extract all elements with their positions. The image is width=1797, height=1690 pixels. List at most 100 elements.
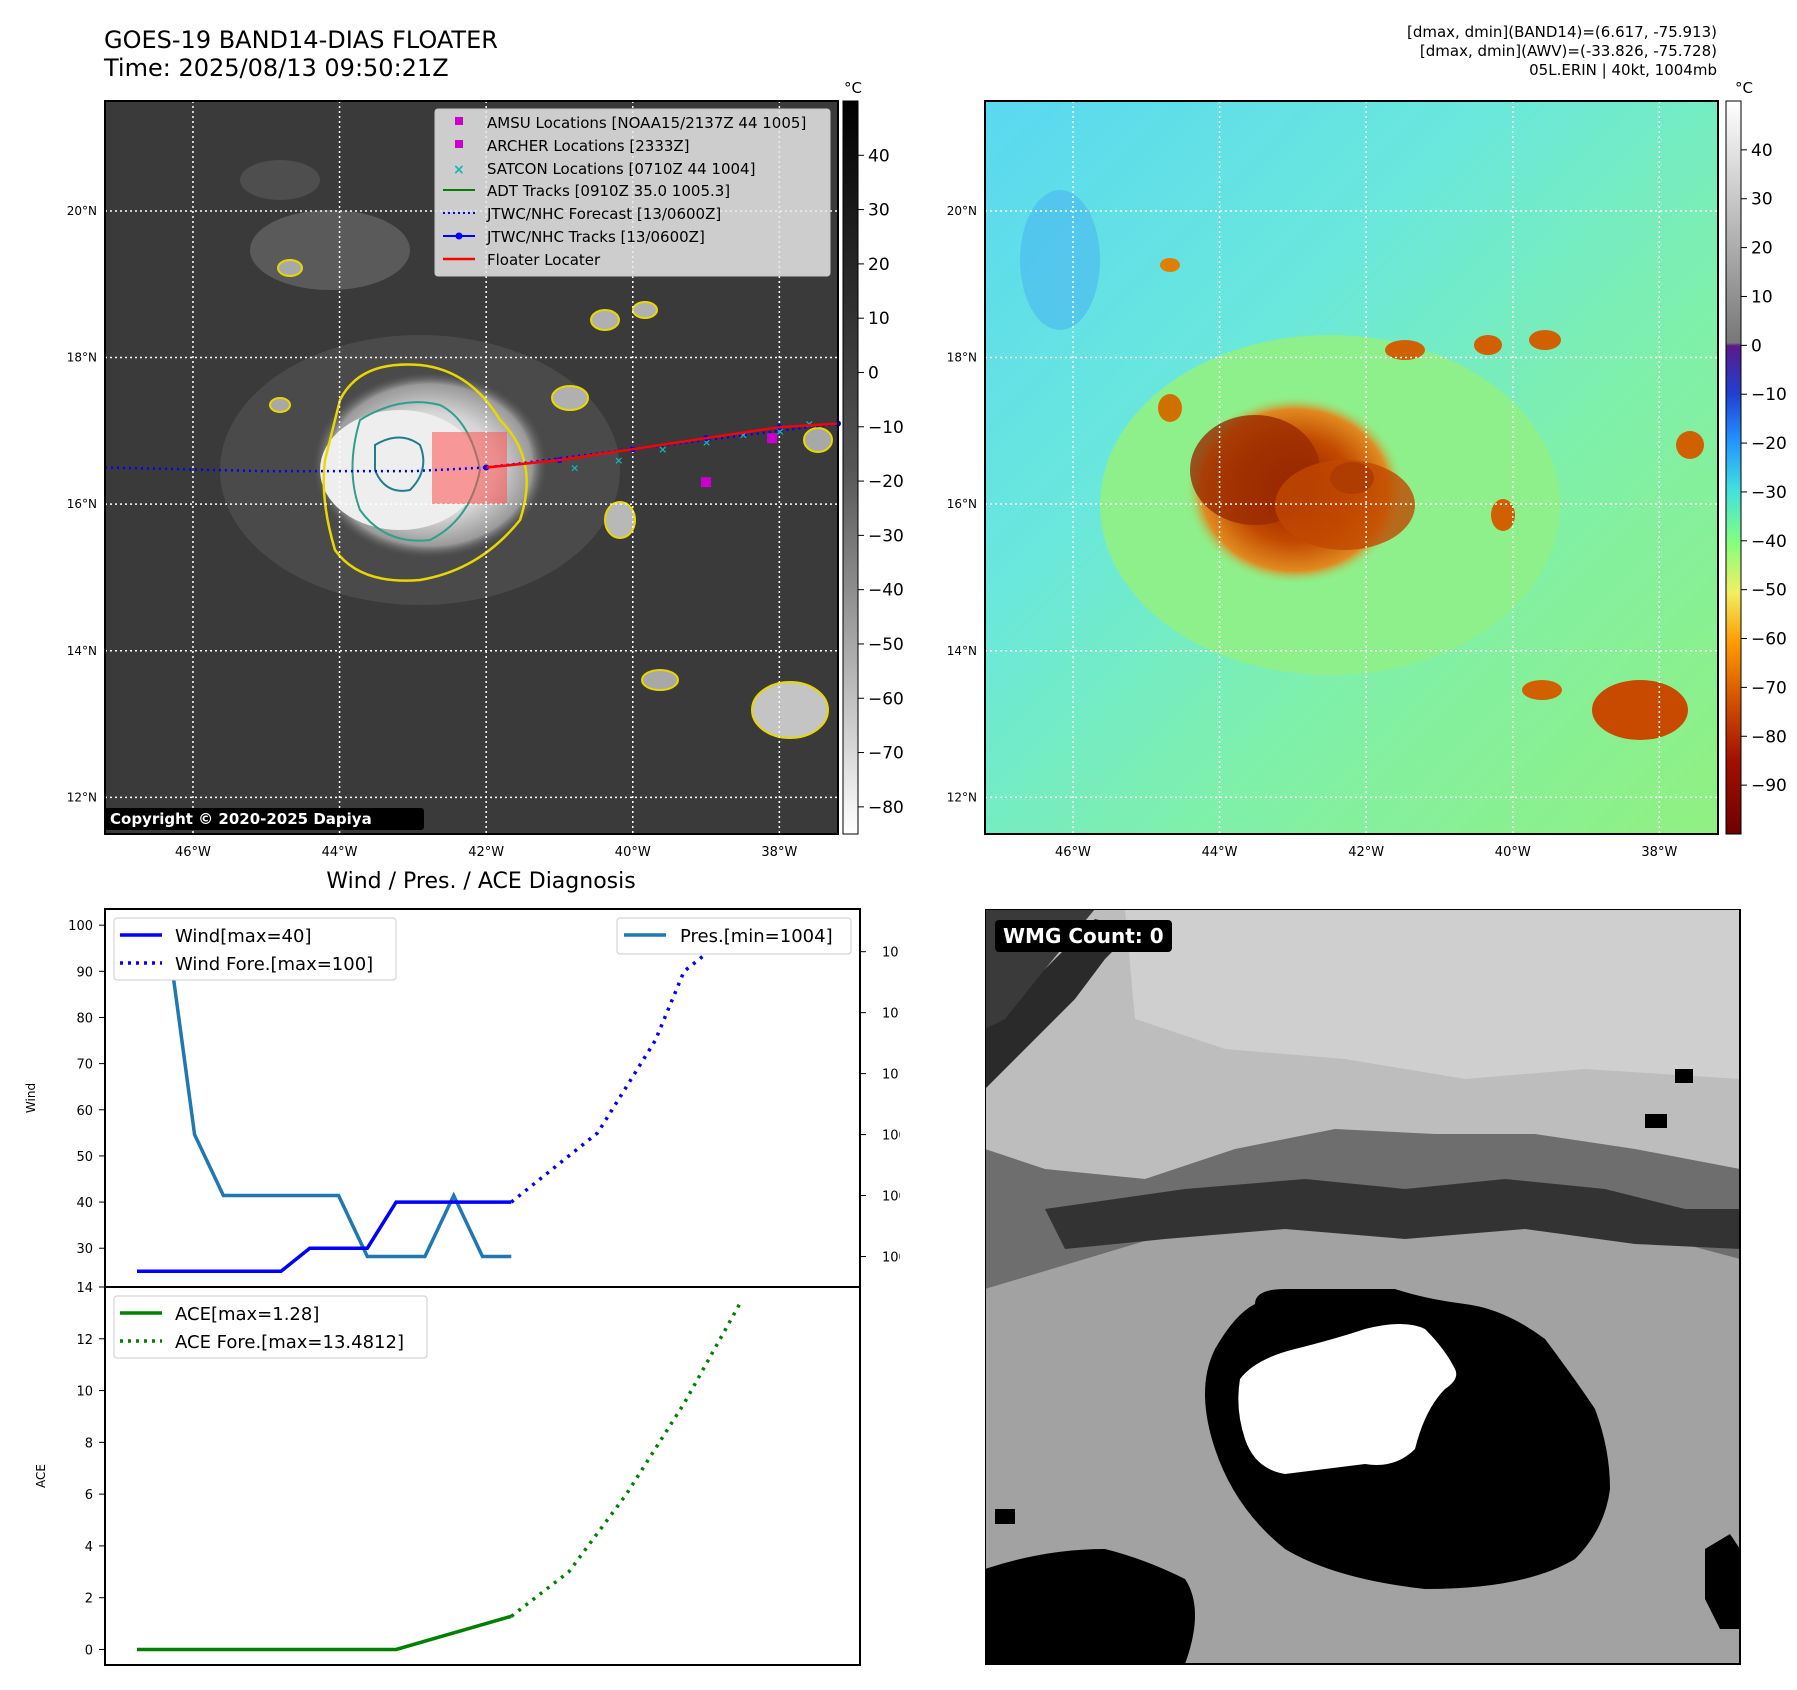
copyright-badge: Copyright © 2020-2025 Dapiya <box>104 808 424 830</box>
left-colorbar: °C 40 30 20 10 0 −10 −20 −30 −40 −50 −60 −70 −80 <box>842 79 904 835</box>
enhanced-lon-label: 46°W <box>1055 845 1091 860</box>
title-line-1: GOES-19 BAND14-DIAS FLOATER <box>104 26 498 54</box>
right-colorbar-tick-label: −80 <box>1751 727 1787 747</box>
ace-forecast-line <box>510 1299 744 1618</box>
left-colorbar-tick-label: −80 <box>868 798 904 818</box>
title-line-2: Time: 2025/08/13 09:50:21Z <box>104 54 449 82</box>
left-colorbar-tick-label: 10 <box>868 309 890 329</box>
legend-floater: Floater Locater <box>487 251 601 269</box>
ir-lat-label: 20°N <box>67 204 97 218</box>
storm-summary: 05L.ERIN | 40kt, 1004mb <box>1529 61 1717 79</box>
enhanced-map-overlay: 20°N 18°N 16°N 14°N 12°N 46°W 44°W 42°W 40°W 38°W <box>947 101 1718 860</box>
right-colorbar-tick-label: −70 <box>1751 678 1787 698</box>
left-colorbar-tick-label: 20 <box>868 255 890 275</box>
ir-lat-label: 14°N <box>67 644 97 658</box>
right-colorbar-unit: °C <box>1735 79 1753 97</box>
left-colorbar-tick-label: 40 <box>868 146 890 166</box>
wind-ytick-label: 30 <box>76 1242 93 1257</box>
floater-locater-line <box>486 422 839 469</box>
wind-ytick-label: 50 <box>76 1150 93 1165</box>
wind-ytick-label: 40 <box>76 1196 93 1211</box>
ir-lon-label: 46°W <box>175 845 211 860</box>
pressure-ytick-label: 1006 <box>882 1190 900 1205</box>
right-colorbar-tick-label: 30 <box>1751 190 1773 210</box>
left-colorbar-tick-label: 30 <box>868 201 890 221</box>
satcon-point: × <box>570 462 579 475</box>
ace-ytick-label: 4 <box>85 1540 93 1555</box>
ace-ytick-label: 10 <box>76 1385 93 1400</box>
ace-ytick-label: 0 <box>85 1643 93 1658</box>
legend-forecast: JTWC/NHC Forecast [13/0600Z] <box>486 205 721 223</box>
pressure-legend: Pres.[min=1004] <box>616 917 852 955</box>
enhanced-map <box>985 101 1718 834</box>
amsu-marker-icon <box>455 117 463 125</box>
legend-wind: Wind[max=40] <box>175 926 312 947</box>
legend-ace-fore: ACE Fore.[max=13.4812] <box>175 1332 404 1353</box>
pressure-ytick-label: 1008 <box>882 1129 900 1144</box>
ir-lat-label: 16°N <box>67 497 97 511</box>
wind-line <box>137 1200 512 1274</box>
left-colorbar-tick-label: −60 <box>868 689 904 709</box>
right-colorbar-tick-label: −40 <box>1751 532 1787 552</box>
right-colorbar: °C 40 30 20 10 0 −10 −20 −30 −40 −50 −60 −70 −80 −90 <box>1725 79 1787 835</box>
wmg-count-badge: WMG Count: 0 <box>995 920 1172 952</box>
legend-amsu: AMSU Locations [NOAA15/2137Z 44 1005] <box>487 114 806 132</box>
enhanced-map-frame <box>984 100 1719 835</box>
band14-range: [dmax, dmin](BAND14)=(6.617, -75.913) <box>1406 23 1717 41</box>
satcon-point: × <box>739 429 748 442</box>
satcon-point: × <box>614 454 623 467</box>
enhanced-lon-label: 44°W <box>1202 845 1238 860</box>
wind-legend: Wind[max=40] Wind Fore.[max=100] <box>113 917 397 981</box>
enhanced-lat-label: 12°N <box>947 790 977 804</box>
satcon-x-icon: × <box>453 162 465 178</box>
ace-ytick-label: 8 <box>85 1436 93 1451</box>
ace-ytick-label: 6 <box>85 1488 93 1503</box>
figure-title: GOES-19 BAND14-DIAS FLOATER Time: 2025/0… <box>104 26 498 82</box>
left-colorbar-tick-label: 0 <box>868 363 879 383</box>
enhanced-lon-label: 38°W <box>1641 845 1677 860</box>
legend-tracks: JTWC/NHC Tracks [13/0600Z] <box>486 228 705 246</box>
left-colorbar-tick-label: −70 <box>868 744 904 764</box>
right-colorbar-tick-label: −50 <box>1751 581 1787 601</box>
ace-ytick-label: 2 <box>85 1592 93 1607</box>
right-colorbar-tick-label: 0 <box>1751 336 1762 356</box>
left-colorbar-tick-label: −50 <box>868 635 904 655</box>
ir-map-panel: 20°N 18°N 16°N 14°N 12°N 46°W 44°W 42°W 40°W 38°W… <box>67 79 1787 860</box>
wind-ytick-label: 100 <box>68 919 93 934</box>
ace-axis-label: ACE <box>34 1464 48 1488</box>
legend-ace: ACE[max=1.28] <box>175 1304 319 1325</box>
enhanced-lat-label: 16°N <box>947 497 977 511</box>
right-colorbar-tick-label: 40 <box>1751 141 1773 161</box>
pressure-line <box>137 919 512 1259</box>
satcon-point: × <box>702 436 711 449</box>
ace-legend: ACE[max=1.28] ACE Fore.[max=13.4812] <box>113 1295 428 1359</box>
wind-ytick-label: 60 <box>76 1104 93 1119</box>
wind-axis-label: Wind <box>24 1083 38 1113</box>
amsu-point <box>767 433 778 444</box>
wind-ytick-label: 90 <box>76 965 93 980</box>
right-colorbar-tick-label: −20 <box>1751 434 1787 454</box>
left-colorbar-tick-label: −10 <box>868 418 904 438</box>
ace-ytick-label: 14 <box>76 1281 93 1296</box>
wmg-panel: WMG Count: 0 <box>985 909 1741 1665</box>
right-colorbar-tick-label: −60 <box>1751 630 1787 650</box>
satcon-point: × <box>658 443 667 456</box>
left-colorbar-tick-label: −30 <box>868 526 904 546</box>
ir-map-frame <box>104 100 839 835</box>
right-colorbar-tick-label: 10 <box>1751 287 1773 307</box>
legend-pressure: Pres.[min=1004] <box>680 926 833 947</box>
satcon-point: × <box>805 418 814 431</box>
enhanced-lat-label: 20°N <box>947 204 977 218</box>
ace-ytick-label: 12 <box>76 1333 93 1348</box>
diagnosis-panel: Wind / Pres. / ACE Diagnosis 10090807060… <box>24 869 900 1666</box>
enhanced-lat-label: 18°N <box>947 351 977 365</box>
right-colorbar-tick-label: −10 <box>1751 385 1787 405</box>
left-colorbar-unit: °C <box>844 79 862 97</box>
ir-map-legend: AMSU Locations [NOAA15/2137Z 44 1005] AR… <box>434 108 831 277</box>
floater-locator-box <box>432 432 507 504</box>
satcon-point: × <box>775 425 784 438</box>
storm-info: [dmax, dmin](BAND14)=(6.617, -75.913) [d… <box>1017 23 1717 80</box>
right-colorbar-tick-label: −90 <box>1751 776 1787 796</box>
diagnosis-title: Wind / Pres. / ACE Diagnosis <box>326 869 635 894</box>
